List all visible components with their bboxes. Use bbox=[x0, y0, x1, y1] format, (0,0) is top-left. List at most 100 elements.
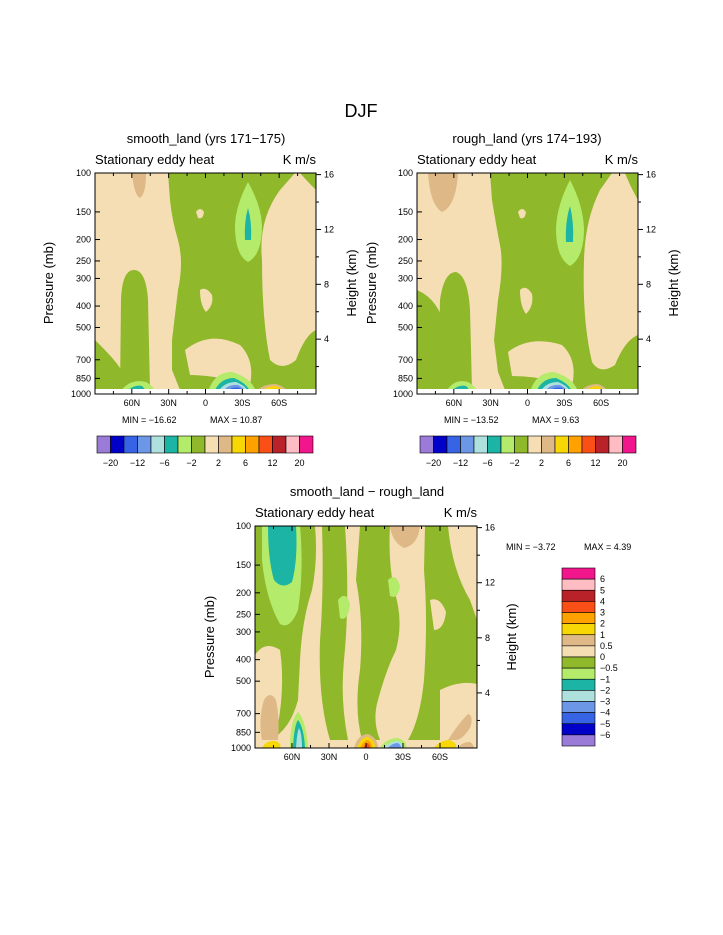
y-tick-label: 500 bbox=[398, 322, 413, 332]
y-tick-label: 250 bbox=[398, 256, 413, 266]
page-title: DJF bbox=[345, 101, 378, 121]
panel-a-max: MAX = 10.87 bbox=[210, 415, 262, 425]
y-tick-label: 250 bbox=[76, 256, 91, 266]
colorbar-swatch bbox=[561, 734, 596, 747]
contour-fill-neg-2 bbox=[565, 206, 574, 242]
panel-a-subtitle-right: K m/s bbox=[283, 152, 317, 167]
colorbar-swatch bbox=[110, 435, 125, 454]
y-tick-label: 400 bbox=[76, 301, 91, 311]
colorbar-swatch bbox=[581, 435, 596, 454]
contour-fill-pos-1 bbox=[262, 740, 281, 748]
panel-a-min: MIN = −16.62 bbox=[122, 415, 177, 425]
panel-b-subtitle-right: K m/s bbox=[605, 152, 639, 167]
panel-b-contours bbox=[417, 173, 638, 394]
panel-c-subtitle-left: Stationary eddy heat bbox=[255, 505, 375, 520]
y-tick-label: 100 bbox=[76, 168, 91, 178]
colorbar-label: −12 bbox=[130, 458, 145, 468]
colorbar-swatch bbox=[299, 435, 314, 454]
height-tick-label: 16 bbox=[485, 523, 495, 533]
panel-b-colorbar: −20 −12 −6 −2 2 6 12 20 bbox=[419, 435, 637, 468]
panel-b-axes: 100 150 200 250 300 400 500 700 850 1000 4 8 12 16 60N… bbox=[393, 168, 656, 408]
colorbar-label: −2 bbox=[600, 685, 610, 695]
contour-fill-neg-small bbox=[168, 173, 316, 390]
colorbar-swatch bbox=[487, 435, 502, 454]
colorbar-swatch bbox=[561, 623, 596, 636]
colorbar-label: −20 bbox=[426, 458, 441, 468]
contour-fill-neg-2 bbox=[268, 526, 297, 586]
x-tick-label: 60N bbox=[284, 752, 301, 762]
y-tick-label: 700 bbox=[398, 355, 413, 365]
colorbar-swatch bbox=[123, 435, 138, 454]
height-tick-label: 4 bbox=[324, 334, 329, 344]
x-tick-label: 60S bbox=[593, 398, 609, 408]
y-tick-label: 100 bbox=[236, 521, 251, 531]
x-tick-label: 60S bbox=[432, 752, 448, 762]
y-tick-label: 300 bbox=[398, 273, 413, 283]
colorbar-swatch bbox=[561, 656, 596, 669]
x-tick-label: 60S bbox=[271, 398, 287, 408]
height-tick-label: 4 bbox=[646, 334, 651, 344]
panel-b-title: rough_land (yrs 174−193) bbox=[452, 131, 601, 146]
x-tick-label: 60N bbox=[446, 398, 463, 408]
panel-b-subtitle-left: Stationary eddy heat bbox=[417, 152, 537, 167]
y-tick-label: 150 bbox=[236, 560, 251, 570]
contour-fill-pos-05 bbox=[260, 695, 279, 740]
colorbar-swatch bbox=[561, 578, 596, 591]
y-tick-label: 150 bbox=[398, 207, 413, 217]
panel-c-ylabel: Pressure (mb) bbox=[202, 596, 217, 678]
colorbar-swatch bbox=[137, 435, 152, 454]
colorbar-swatch bbox=[561, 612, 596, 624]
y-tick-label: 850 bbox=[398, 373, 413, 383]
colorbar-label: −20 bbox=[103, 458, 118, 468]
height-tick-label: 8 bbox=[646, 279, 651, 289]
colorbar-swatch bbox=[285, 435, 300, 454]
y-tick-label: 850 bbox=[236, 727, 251, 737]
height-tick-label: 16 bbox=[646, 170, 656, 180]
panel-a-ylabel: Pressure (mb) bbox=[41, 242, 56, 324]
panel-smooth-land: smooth_land (yrs 171−175) Stationary edd… bbox=[41, 131, 359, 468]
colorbar-swatch bbox=[514, 435, 529, 454]
colorbar-label: −0.5 bbox=[600, 663, 618, 673]
contour-fill-neg-small bbox=[120, 270, 150, 390]
colorbar-label: −6 bbox=[600, 730, 610, 740]
colorbar-swatch bbox=[622, 435, 637, 454]
contour-fill-zero-pos bbox=[430, 599, 446, 630]
contour-fill-zero-pos bbox=[196, 209, 204, 219]
colorbar-swatch bbox=[177, 435, 192, 454]
colorbar-swatch bbox=[245, 435, 260, 454]
y-tick-label: 850 bbox=[76, 373, 91, 383]
colorbar-label: 2 bbox=[600, 619, 605, 629]
y-tick-label: 200 bbox=[236, 588, 251, 598]
colorbar-swatch bbox=[433, 435, 448, 454]
height-tick-label: 16 bbox=[324, 170, 334, 180]
height-tick-label: 12 bbox=[485, 578, 495, 588]
colorbar-swatch bbox=[561, 712, 596, 725]
colorbar-label: 2 bbox=[216, 458, 221, 468]
panel-a-title: smooth_land (yrs 171−175) bbox=[127, 131, 286, 146]
colorbar-label: 1 bbox=[600, 630, 605, 640]
panel-c-axes: 100 150 200 250 300 400 500 700 850 1000 4 8 12 16 60N… bbox=[231, 521, 495, 762]
y-tick-label: 300 bbox=[76, 273, 91, 283]
colorbar-swatch bbox=[258, 435, 273, 454]
panel-c-max: MAX = 4.39 bbox=[584, 542, 631, 552]
y-tick-label: 500 bbox=[236, 676, 251, 686]
colorbar-swatch bbox=[561, 634, 596, 647]
contour-fill-neg-small bbox=[625, 173, 638, 200]
panel-a-ylabel-right: Height (km) bbox=[344, 249, 359, 316]
colorbar-label: 12 bbox=[590, 458, 600, 468]
colorbar-swatch bbox=[595, 435, 610, 454]
panel-b-ylabel-right: Height (km) bbox=[666, 249, 681, 316]
colorbar-swatch bbox=[608, 435, 623, 454]
colorbar-label: 20 bbox=[294, 458, 304, 468]
colorbar-label: 3 bbox=[600, 608, 605, 618]
colorbar-swatch bbox=[150, 435, 165, 454]
height-tick-label: 8 bbox=[485, 633, 490, 643]
colorbar-label: −2 bbox=[509, 458, 519, 468]
y-tick-label: 200 bbox=[76, 235, 91, 245]
contour-fill-neg-small bbox=[295, 173, 316, 190]
colorbar-label: 12 bbox=[267, 458, 277, 468]
contour-fill-neg-1 bbox=[338, 595, 350, 619]
colorbar-swatch bbox=[460, 435, 475, 454]
contour-fill-neg-2 bbox=[244, 208, 252, 240]
